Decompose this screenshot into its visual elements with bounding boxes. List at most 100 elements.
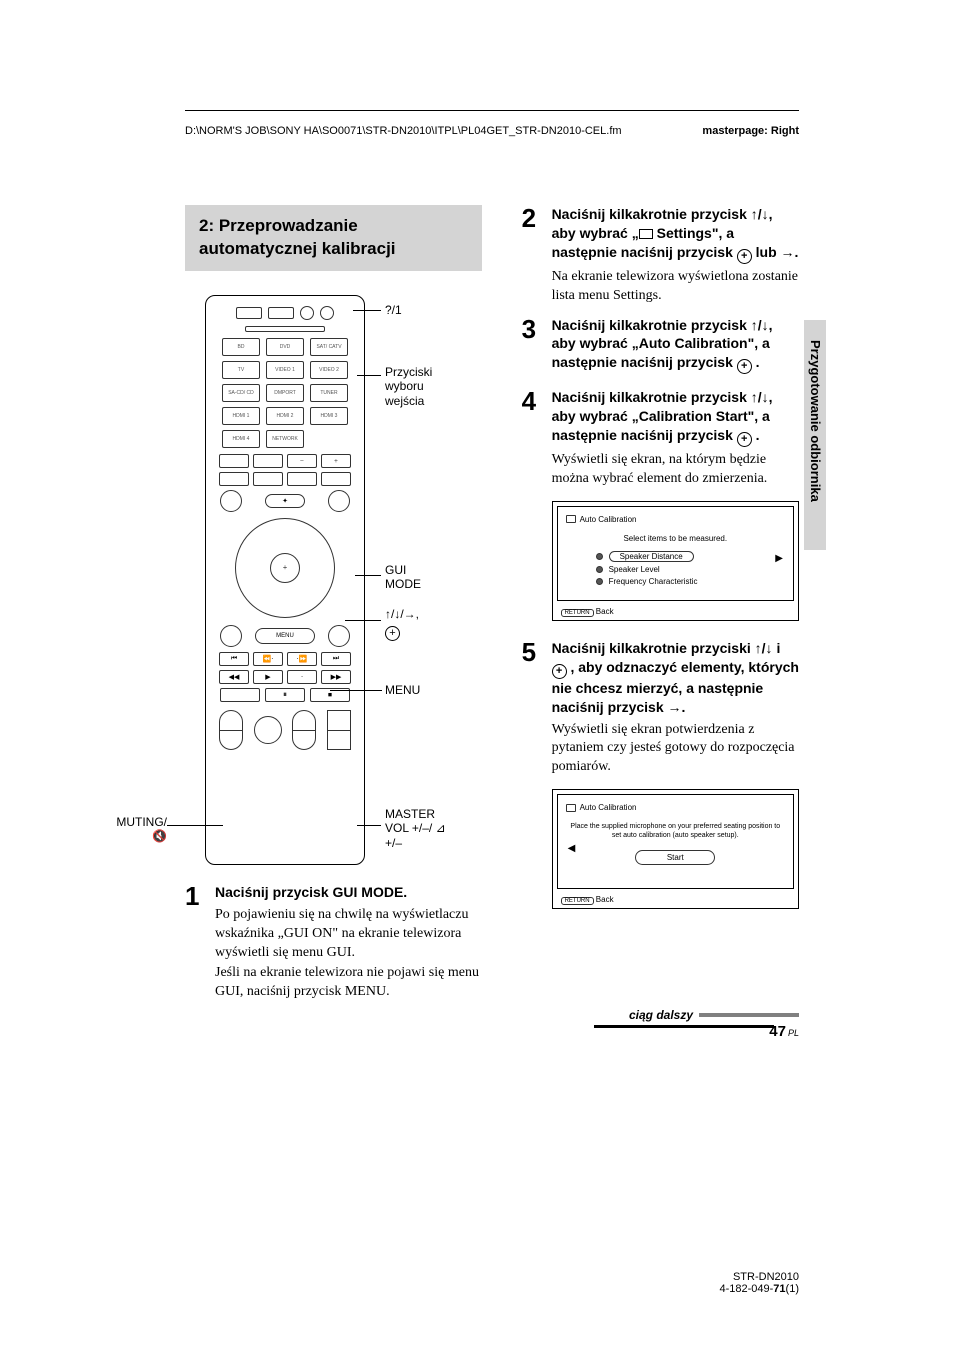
remote-btn: −: [287, 454, 317, 468]
remote-btn: ◀◀: [219, 670, 249, 684]
screen-icon: [566, 804, 576, 812]
step-5: 5 Naciśnij kilkakrotnie przyciski ↑/↓ i …: [522, 639, 799, 917]
step-4: 4 Naciśnij kilkakrotnie przycisk ↑/↓, ab…: [522, 388, 799, 629]
remote-btn: VIDEO 1: [266, 361, 304, 379]
radio-icon: [596, 553, 603, 560]
remote-btn: HDMI 4: [222, 430, 260, 448]
header-rule: [185, 110, 799, 111]
continued-text: ciąg dalszy: [629, 1008, 693, 1022]
step-head: Naciśnij kilkakrotnie przycisk ↑/↓, aby …: [552, 205, 799, 264]
remote-btn: ⏪·: [253, 652, 283, 666]
remote-btn: DVD: [266, 338, 304, 356]
remote-btn: TUNER: [310, 384, 348, 402]
step-number: 2: [522, 205, 544, 306]
gui-mode-btn: [328, 490, 350, 512]
arrows-callout: ↑/↓/→,: [385, 607, 419, 621]
header-path: D:\NORM'S JOB\SONY HA\SO0071\STR-DN2010\…: [185, 125, 622, 137]
remote-btn: [219, 454, 249, 468]
remote-btn: [287, 472, 317, 486]
step-body: Jeśli na ekranie telewizora nie pojawi s…: [215, 964, 482, 1002]
remote-btn: TV: [222, 361, 260, 379]
remote-btn: SA-CD/ CD: [222, 384, 260, 402]
muting-btn: [219, 710, 243, 750]
remote-diagram: BD DVD SAT/ CATV TV VIDEO 1 VIDEO 2 SA-C…: [205, 295, 482, 865]
start-button: Start: [635, 850, 715, 865]
arrow-left-icon: ◀: [568, 843, 576, 854]
step-head: Naciśnij przycisk GUI MODE.: [215, 883, 482, 902]
remote-btn: [219, 472, 249, 486]
page-bar: [594, 1025, 774, 1028]
power-callout: ?/1: [385, 303, 402, 317]
step-number: 4: [522, 388, 544, 629]
remote-btn: [245, 326, 325, 332]
master-callout: MASTER VOL +/–/ ⊿ +/–: [385, 807, 455, 850]
screen-title: Auto Calibration: [580, 515, 637, 524]
screen-instruction: Select items to be measured.: [566, 534, 785, 543]
vol-btn: [327, 710, 351, 750]
footer-model: STR-DN2010 4-182-049-71(1): [719, 1271, 799, 1295]
plus-callout: +: [385, 623, 400, 641]
remote-btn: ▶: [253, 670, 283, 684]
remote-btn: DMPORT: [266, 384, 304, 402]
page-lang: PL: [788, 1028, 799, 1038]
screen-auto-cal-start: Auto Calibration Place the supplied micr…: [552, 789, 799, 909]
callout-line: [357, 825, 381, 826]
remote-btn: ⏸: [265, 688, 305, 702]
screen-text: Place the supplied microphone on your pr…: [566, 822, 785, 840]
step-1: 1 Naciśnij przycisk GUI MODE. Po pojawie…: [185, 883, 482, 1002]
remote-btn: ·⏩: [287, 652, 317, 666]
callout-line: [355, 575, 381, 576]
gui-callout: GUI MODE: [385, 563, 435, 592]
remote-btn: [253, 472, 283, 486]
remote-btn: ✦: [265, 494, 305, 508]
power-icon: [320, 306, 334, 320]
callout-line: [353, 310, 381, 311]
callout-line: [330, 690, 382, 691]
remote-btn: BD: [222, 338, 260, 356]
remote-btn: [321, 472, 351, 486]
callout-line: [357, 375, 381, 376]
continued-line: [699, 1013, 799, 1017]
step-3: 3 Naciśnij kilkakrotnie przycisk ↑/↓, ab…: [522, 316, 799, 379]
remote-btn: HDMI 1: [222, 407, 260, 425]
nav-pad: +: [235, 518, 335, 618]
footer-model-name: STR-DN2010: [719, 1271, 799, 1283]
remote-btn: [220, 625, 242, 647]
screen-auto-cal-select: Auto Calibration Select items to be meas…: [552, 501, 799, 621]
arrow-right-icon: ▶: [775, 553, 783, 564]
step-head: Naciśnij kilkakrotnie przyciski ↑/↓ i + …: [552, 639, 799, 717]
footer-code: 4-182-049-71(1): [719, 1283, 799, 1295]
step-head: Naciśnij kilkakrotnie przycisk ↑/↓, aby …: [552, 388, 799, 447]
remote-btn: ▶▶: [321, 670, 351, 684]
step-body: Wyświetli się ekran potwierdzenia z pyta…: [552, 721, 799, 778]
remote-btn: [254, 716, 282, 744]
vol-btn: [292, 710, 316, 750]
screen-footer: RETURN Back: [557, 605, 794, 616]
radio-icon: [596, 578, 603, 585]
step-number: 1: [185, 883, 207, 1002]
remote-btn: [328, 625, 350, 647]
callout-line: [345, 620, 381, 621]
screen-item: Frequency Characteristic: [609, 577, 698, 586]
remote-btn: [236, 307, 262, 319]
remote-btn: NETWORK: [266, 430, 304, 448]
callout-line: [167, 825, 223, 826]
remote-btn: ⏭: [321, 652, 351, 666]
remote-btn: ·: [287, 670, 317, 684]
step-head: Naciśnij kilkakrotnie przycisk ↑/↓, aby …: [552, 316, 799, 375]
page-number-row: 47PL: [769, 1023, 799, 1040]
remote-btn: [268, 307, 294, 319]
header-master: masterpage: Right: [702, 125, 799, 137]
step-number: 3: [522, 316, 544, 379]
step-2: 2 Naciśnij kilkakrotnie przycisk ↑/↓, ab…: [522, 205, 799, 306]
remote-btn: SAT/ CATV: [310, 338, 348, 356]
remote-btn: HDMI 2: [266, 407, 304, 425]
screen-title: Auto Calibration: [580, 803, 637, 812]
side-tab-text: Przygotowanie odbiornika: [808, 340, 823, 502]
radio-icon: [596, 566, 603, 573]
remote-btn: [300, 306, 314, 320]
remote-btn: HDMI 3: [310, 407, 348, 425]
input-grid: BD DVD SAT/ CATV TV VIDEO 1 VIDEO 2 SA-C…: [214, 338, 356, 448]
remote-btn: [220, 688, 260, 702]
screen-item: Speaker Distance: [609, 551, 694, 562]
